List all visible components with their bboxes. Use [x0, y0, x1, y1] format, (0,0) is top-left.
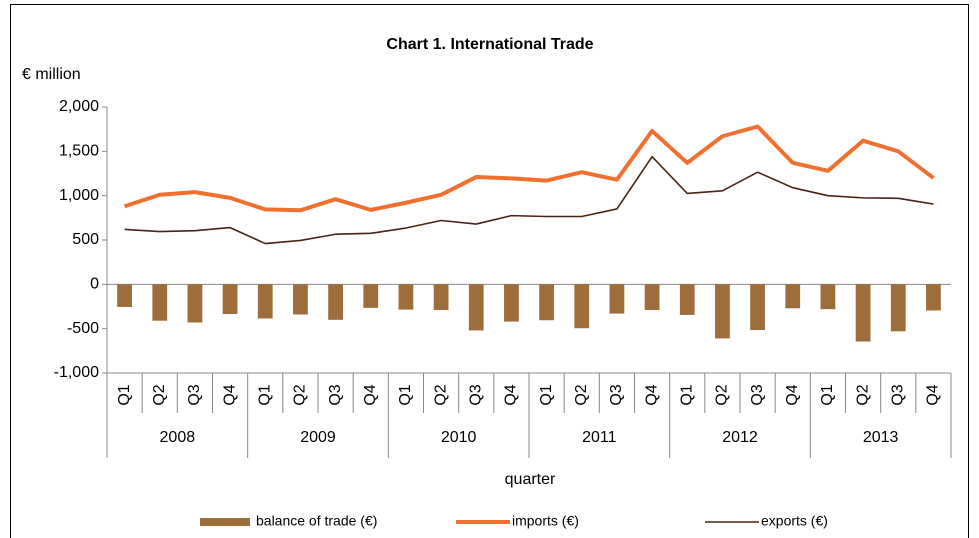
y-tick-label: 1,500 [59, 143, 99, 160]
x-tick-label: Q2 [151, 384, 168, 405]
bar [468, 284, 484, 331]
bar [117, 284, 132, 307]
y-tick-label: 0 [90, 276, 99, 293]
bar [820, 284, 836, 310]
group-label: 2012 [722, 429, 758, 446]
legend-label: exports (€) [761, 513, 828, 529]
line [124, 155, 934, 245]
x-tick-label: Q4 [221, 384, 238, 405]
y-tick-label: 1,000 [59, 187, 99, 204]
x-tick-label: Q3 [749, 384, 766, 405]
bar [504, 284, 519, 322]
line [123, 124, 935, 213]
y-tick-label: -500 [67, 320, 99, 337]
bar [609, 284, 625, 314]
bar [574, 284, 590, 329]
bar [644, 284, 660, 311]
x-tick-label: Q3 [327, 384, 344, 405]
x-tick-label: Q1 [116, 384, 133, 405]
bar [152, 284, 168, 321]
y-tick-label: 2,000 [59, 98, 99, 115]
bar [257, 284, 273, 319]
bar [398, 284, 414, 310]
bar [363, 284, 379, 308]
x-tick-label: Q3 [186, 384, 203, 405]
chart-title: Chart 1. International Trade [386, 36, 593, 53]
x-tick-label: Q4 [784, 384, 801, 405]
x-tick-label: Q4 [362, 384, 379, 405]
bar [750, 284, 765, 330]
bar [855, 284, 871, 342]
group-label: 2009 [300, 429, 336, 446]
x-tick-label: Q3 [889, 384, 906, 405]
legend-label: balance of trade (€) [256, 513, 377, 529]
bar [433, 284, 449, 311]
x-tick-label: Q4 [503, 384, 520, 405]
bar [328, 284, 343, 320]
legend-label: imports (€) [512, 513, 579, 529]
x-tick-label: Q3 [467, 384, 484, 405]
x-tick-label: Q4 [925, 384, 942, 405]
x-tick-label: Q2 [292, 384, 309, 405]
bar [679, 284, 695, 315]
bar [715, 284, 730, 339]
x-tick-label: Q1 [678, 384, 695, 405]
y-tick-label: 500 [72, 231, 99, 248]
group-label: 2011 [582, 429, 617, 446]
chart-border [10, 4, 969, 538]
x-tick-label: Q2 [854, 384, 871, 405]
bar [293, 284, 308, 315]
x-axis-label: quarter [505, 471, 556, 488]
bar [222, 284, 238, 315]
x-tick-label: Q3 [608, 384, 625, 405]
x-tick-label: Q4 [643, 384, 660, 405]
bar [785, 284, 801, 309]
x-tick-label: Q1 [538, 384, 555, 405]
x-tick-label: Q2 [573, 384, 590, 405]
legend-swatch [200, 518, 250, 526]
x-tick-label: Q2 [714, 384, 731, 405]
y-unit: € million [22, 66, 81, 83]
y-tick-label: -1,000 [54, 364, 99, 381]
bar [926, 284, 941, 311]
bar [539, 284, 554, 321]
x-tick-label: Q2 [432, 384, 449, 405]
group-label: 2013 [863, 429, 899, 446]
x-tick-label: Q1 [256, 384, 273, 405]
x-tick-label: Q1 [397, 384, 414, 405]
group-label: 2008 [160, 429, 196, 446]
bar [187, 284, 203, 323]
bar [890, 284, 906, 332]
group-label: 2010 [441, 429, 477, 446]
x-tick-label: Q1 [819, 384, 836, 405]
